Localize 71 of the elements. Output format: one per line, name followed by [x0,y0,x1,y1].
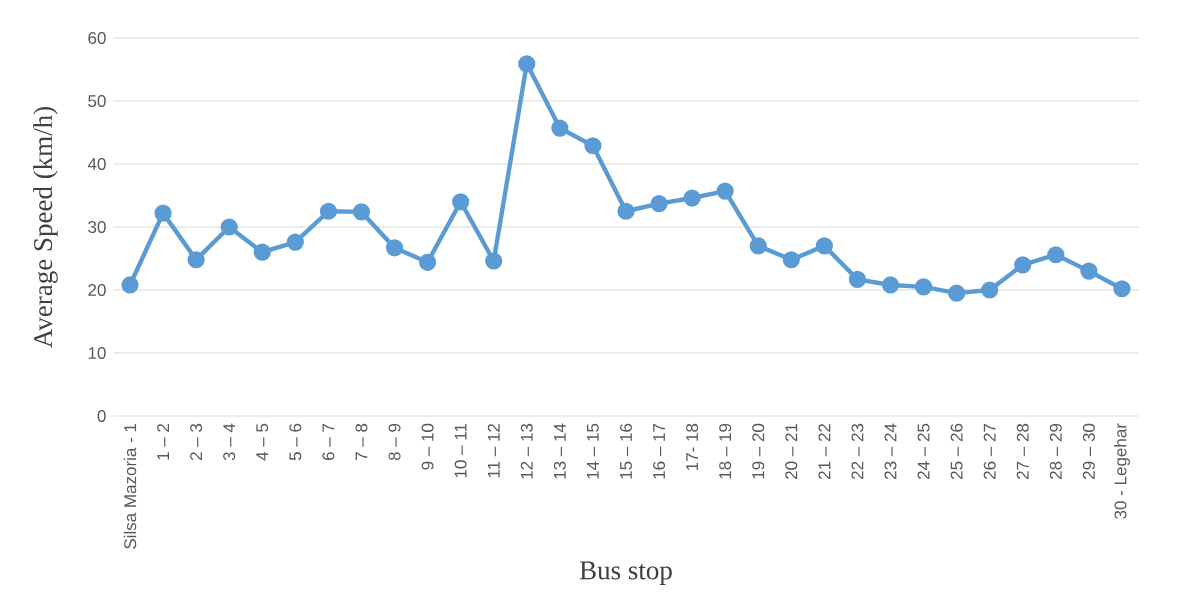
x-tick-label: 24 – 25 [917,423,930,479]
x-tick-label: 8 – 9 [388,423,401,461]
x-tick-label: 29 – 30 [1082,423,1095,479]
x-tick-label: 28 – 29 [1049,423,1062,479]
x-tick-label: 20 – 21 [785,423,798,479]
x-tick-label: 16 – 17 [653,423,666,479]
point [749,237,767,255]
point [121,276,139,294]
point [683,189,701,207]
y-tick-label: 10 [88,347,106,360]
point [418,253,437,271]
point [981,281,999,299]
point [881,276,900,294]
point [187,251,205,269]
y-axis-title: Average Speed (km/h) [33,106,58,348]
point [716,182,734,200]
x-tick-label: 25 – 26 [950,423,963,479]
point [485,252,503,270]
x-tick-label: 4 – 5 [256,423,269,461]
point [1047,246,1065,264]
point [1014,256,1032,274]
point [319,202,337,220]
x-tick-label: 1 – 2 [157,423,169,460]
point [154,204,172,222]
x-axis-title: Bus stop [579,561,672,585]
x-tick-label: 2 – 3 [190,423,203,461]
y-tick-label: 0 [97,409,106,423]
x-tick-label: 5 – 6 [289,423,302,461]
x-tick-label: 27 – 28 [1016,423,1029,479]
x-tick-label: 10 – 11 [454,423,467,478]
point [253,243,271,261]
point [815,237,833,255]
x-tick-label: 12 – 13 [520,423,533,479]
point [848,270,867,288]
point [518,55,536,73]
point [584,137,602,155]
point [914,278,933,296]
point [220,218,238,236]
x-tick-label: 14 – 15 [586,423,599,479]
x-tick-label: 22 – 23 [851,423,864,479]
x-tick-label: 30 - Legehar [1114,423,1130,519]
x-tick-label: 26 – 27 [983,423,996,479]
y-tick-label: 40 [87,158,106,171]
x-tick-label: 21 – 22 [818,423,831,479]
point [452,193,470,211]
point [650,195,668,213]
point [1113,280,1131,298]
x-tick-label: Silsa Mazoria - 1 [123,423,137,549]
y-tick-label: 20 [88,284,106,297]
point [1080,262,1098,280]
point [352,203,371,221]
x-tick-label: 17- 18 [686,423,699,470]
x-tick-label: 11 – 12 [487,423,500,478]
point [385,239,404,257]
x-tick-label: 18 – 19 [719,423,732,479]
point [782,251,800,269]
y-tick-label: 30 [88,221,106,234]
x-tick-label: 7 – 8 [355,423,368,460]
point [948,284,966,302]
point [617,202,635,220]
x-tick-label: 23 – 24 [884,423,897,479]
x-tick-label: 19 – 20 [752,423,765,479]
x-tick-label: 6 – 7 [322,423,335,460]
point [551,119,569,137]
y-tick-label: 50 [88,95,106,108]
point [286,233,304,251]
x-tick-label: 3 – 4 [223,423,236,461]
x-tick-label: 9 – 10 [421,423,434,470]
x-tick-label: 15 – 16 [619,423,632,479]
y-tick-label: 60 [88,32,106,45]
x-tick-label: 13 – 14 [553,423,566,479]
